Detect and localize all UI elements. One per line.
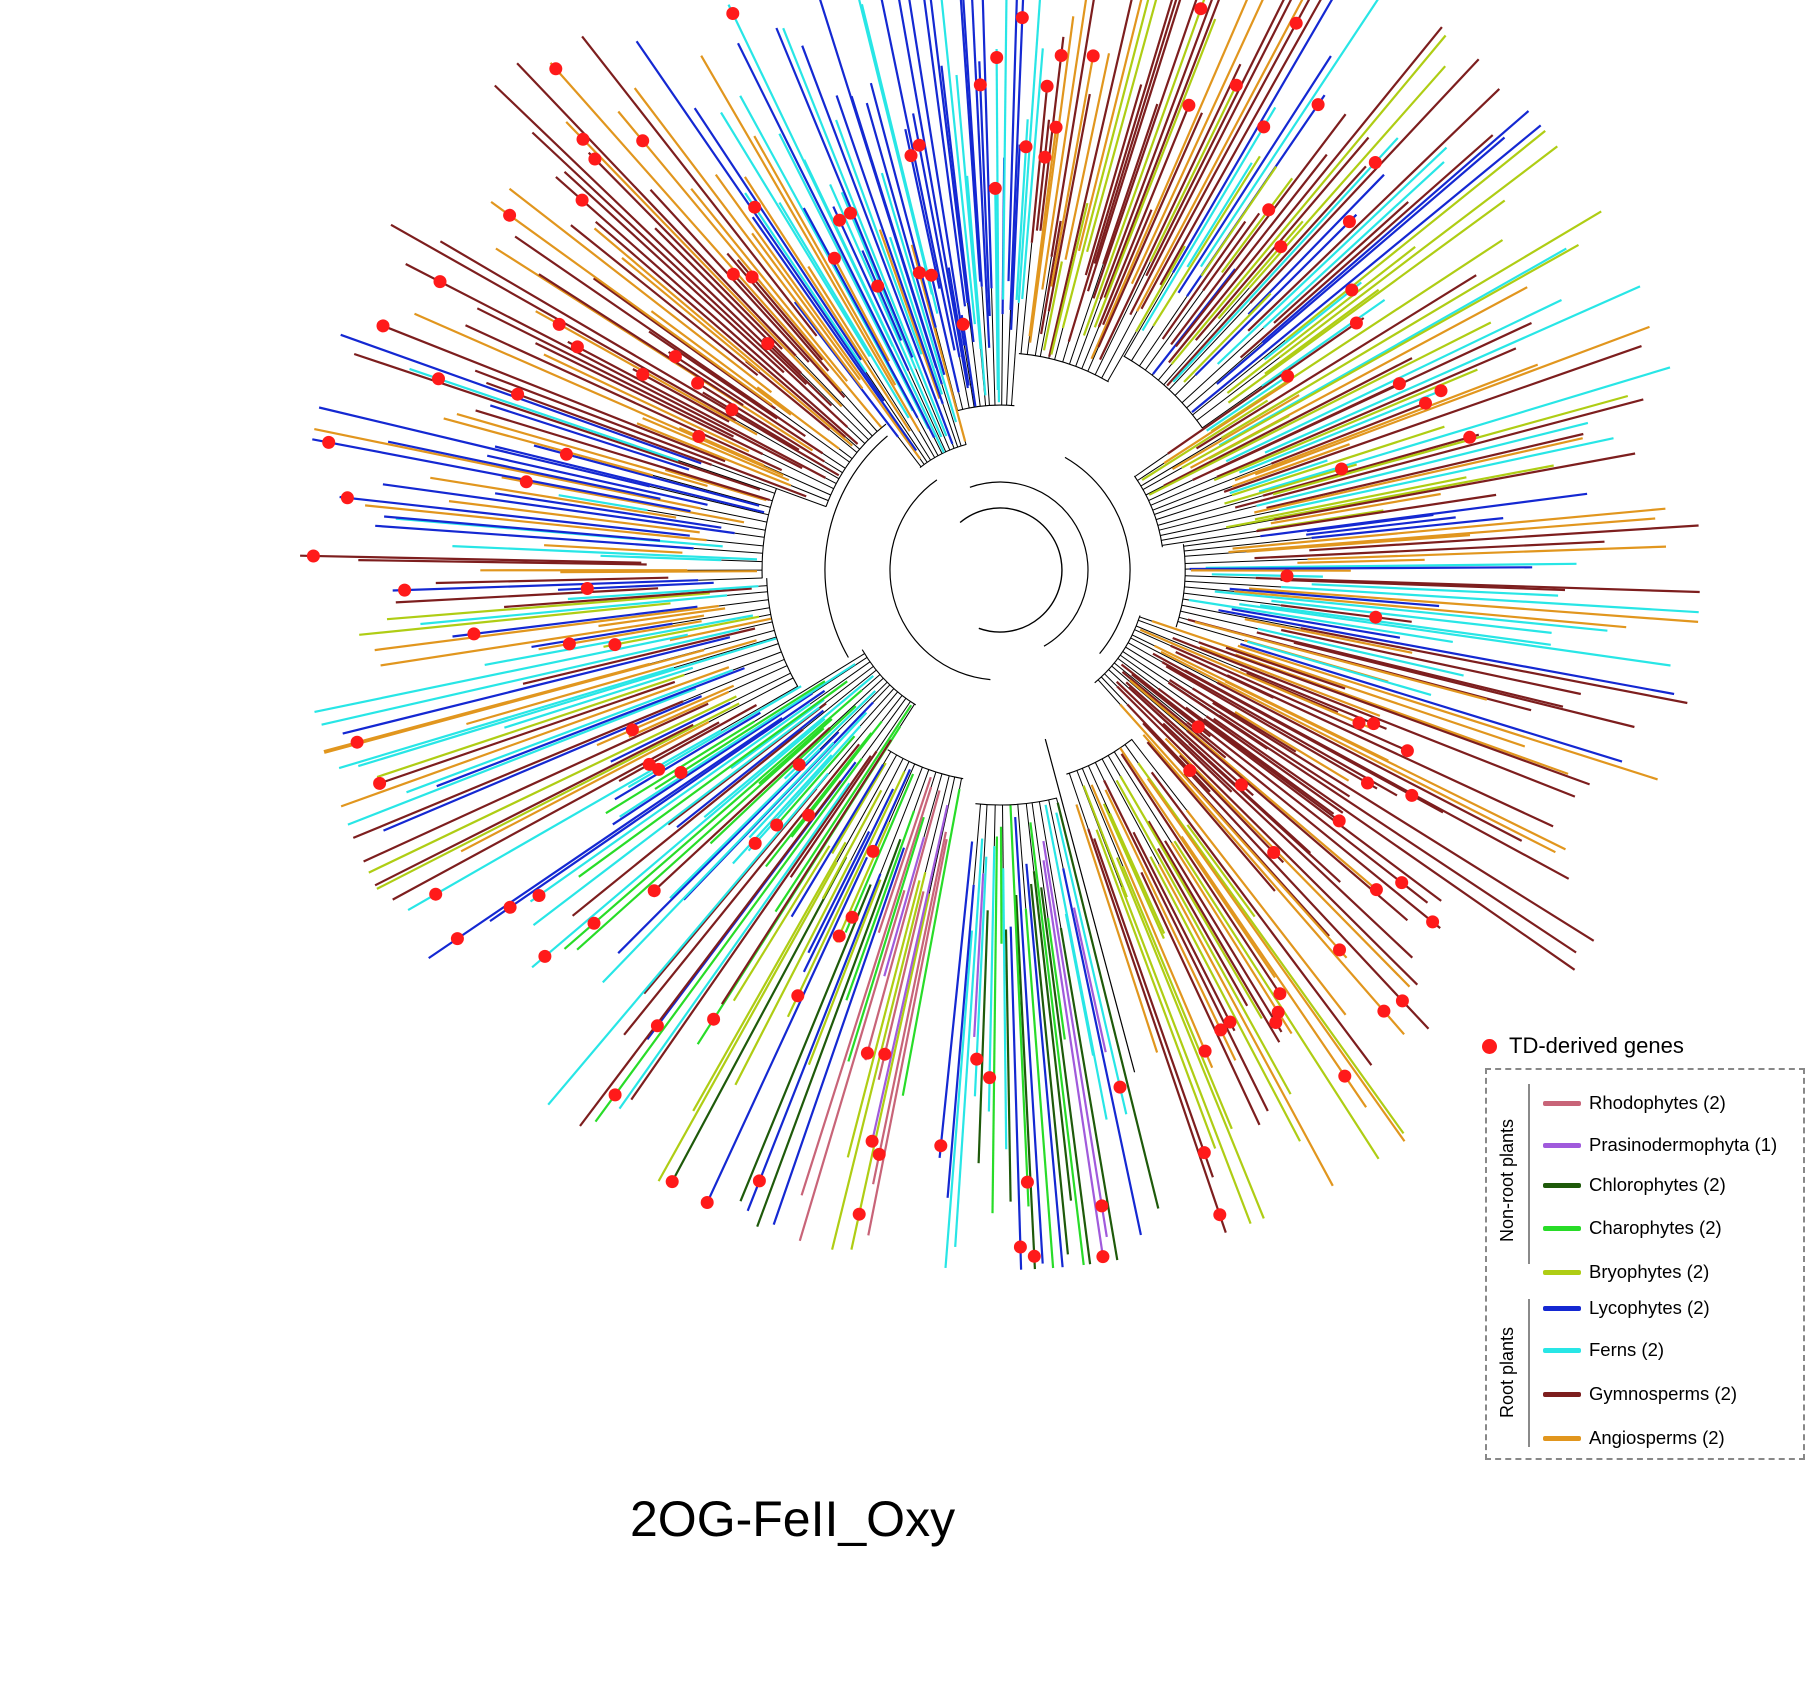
legend-item-label: Prasinodermophyta (1) xyxy=(1589,1134,1778,1155)
clade-legend: Non-root plants Rhodophytes (2) Prasinod… xyxy=(1485,1068,1805,1460)
swatch-icon xyxy=(1543,1100,1581,1106)
legend-item: Ferns (2) xyxy=(1543,1335,1664,1365)
swatch-icon xyxy=(1543,1142,1581,1148)
swatch-icon xyxy=(1543,1305,1581,1311)
group-bracket xyxy=(1528,1299,1530,1447)
legend-item: Prasinodermophyta (1) xyxy=(1543,1130,1777,1160)
group-label: Non-root plants xyxy=(1497,1118,1518,1242)
td-legend-label: TD-derived genes xyxy=(1509,1033,1684,1058)
td-legend-entry: TD-derived genes xyxy=(1482,1033,1684,1059)
swatch-icon xyxy=(1543,1391,1581,1397)
legend-item: Chlorophytes (2) xyxy=(1543,1170,1726,1200)
swatch-icon xyxy=(1543,1269,1581,1275)
tree-branches xyxy=(300,0,1700,1270)
legend-item: Lycophytes (2) xyxy=(1543,1293,1710,1323)
swatch-icon xyxy=(1543,1347,1581,1353)
legend-item: Rhodophytes (2) xyxy=(1543,1088,1726,1118)
tree-backbone xyxy=(647,242,1312,1073)
legend-item-label: Lycophytes (2) xyxy=(1589,1297,1710,1318)
legend-item-label: Angiosperms (2) xyxy=(1589,1427,1725,1448)
td-marker-icon xyxy=(1482,1038,1497,1054)
td-derived-markers xyxy=(306,2,1477,1264)
legend-group-root: Root plants Lycophytes (2) Ferns (2) Gym… xyxy=(1487,1295,1807,1450)
legend-item: Bryophytes (2) xyxy=(1543,1257,1709,1287)
swatch-icon xyxy=(1543,1435,1581,1441)
legend-item-label: Chlorophytes (2) xyxy=(1589,1174,1726,1195)
legend-item-label: Charophytes (2) xyxy=(1589,1217,1722,1238)
legend-item-label: Rhodophytes (2) xyxy=(1589,1092,1726,1113)
swatch-icon xyxy=(1543,1225,1581,1231)
legend-item-label: Ferns (2) xyxy=(1589,1339,1665,1360)
legend-item-label: Gymnosperms (2) xyxy=(1589,1383,1738,1404)
group-label: Root plants xyxy=(1497,1326,1518,1419)
swatch-icon xyxy=(1543,1182,1581,1188)
legend-item: Angiosperms (2) xyxy=(1543,1423,1725,1453)
legend-item: Charophytes (2) xyxy=(1543,1213,1722,1243)
legend-item: Gymnosperms (2) xyxy=(1543,1379,1737,1409)
legend-item-label: Bryophytes (2) xyxy=(1589,1261,1710,1282)
tree-title: 2OG-FeII_Oxy xyxy=(630,1491,956,1547)
legend-group-nonroot: Non-root plants Rhodophytes (2) Prasinod… xyxy=(1487,1080,1807,1282)
group-bracket xyxy=(1528,1084,1530,1264)
